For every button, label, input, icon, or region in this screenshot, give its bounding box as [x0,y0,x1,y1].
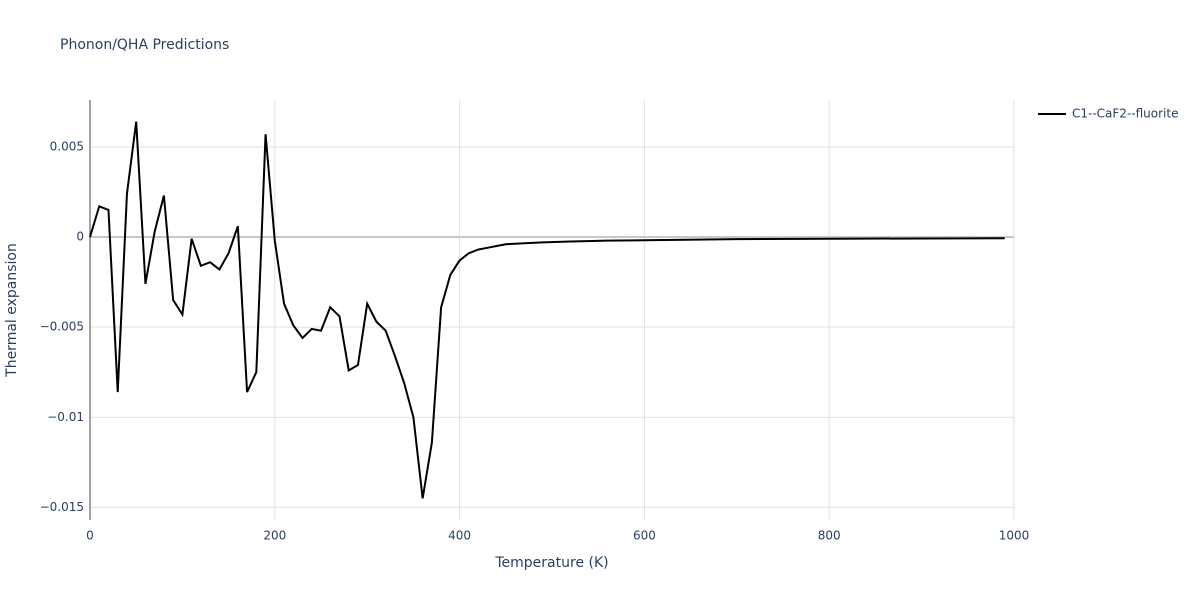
data-line [89,121,1005,499]
y-tick-label: 0 [76,229,84,243]
x-tick-label: 0 [86,529,94,543]
legend-label: C1--CaF2--fluorite [1072,107,1178,121]
y-tick-label: 0.005 [50,139,84,153]
x-tick-label: 1000 [999,529,1030,543]
x-tick-label: 200 [263,529,286,543]
x-axis-label: Temperature (K) [494,555,608,571]
y-tick-label: −0.005 [40,320,84,334]
y-tick-label: −0.01 [47,410,84,424]
x-tick-label: 400 [448,529,471,543]
y-axis-label: Thermal expansion [4,243,20,378]
x-tick-label: 600 [633,529,656,543]
chart-title: Phonon/QHA Predictions [60,37,229,53]
y-tick-label: −0.015 [40,500,84,514]
x-tick-label: 800 [818,529,841,543]
